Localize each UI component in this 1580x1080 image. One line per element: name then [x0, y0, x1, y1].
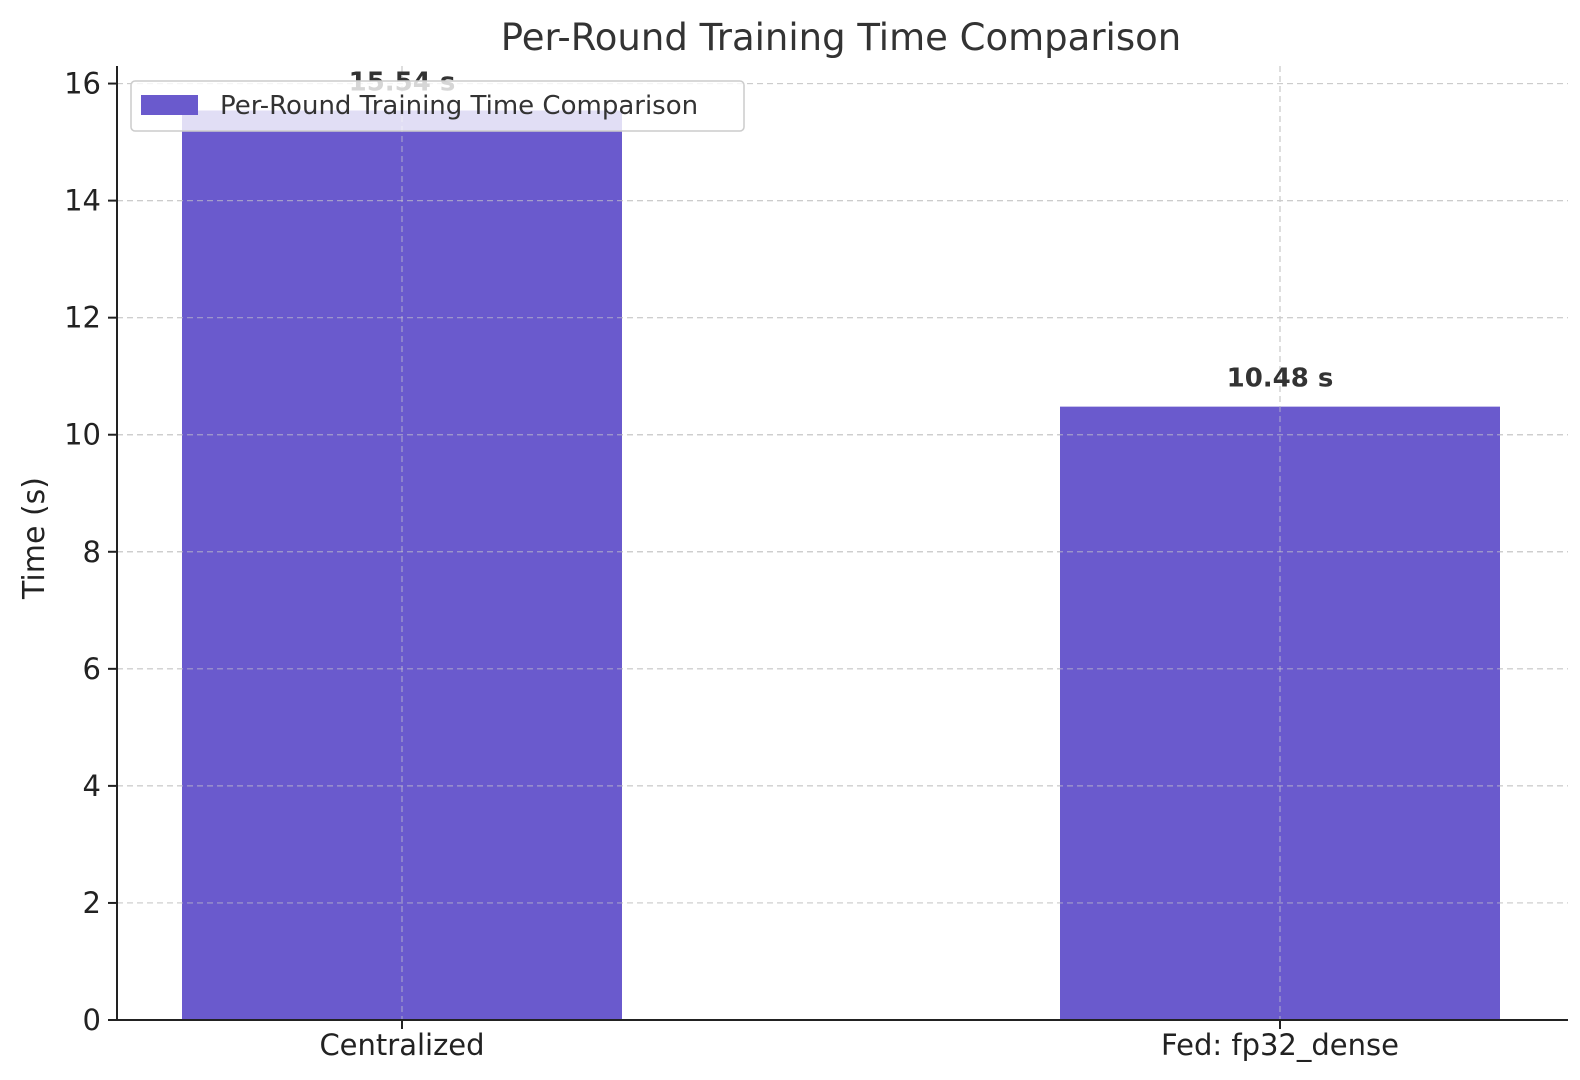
x-axis-ticks: Centralized Fed: fp32_dense	[319, 1020, 1399, 1062]
legend: Per-Round Training Time Comparison	[130, 80, 745, 132]
chart-title: Per-Round Training Time Comparison	[501, 16, 1181, 59]
y-axis-ticks: 0 2 4 6 8 10 12 14 16	[64, 67, 117, 1037]
x-tick-label: Fed: fp32_dense	[1161, 1028, 1399, 1062]
y-tick-label: 4	[83, 769, 101, 803]
y-tick-label: 0	[83, 1003, 101, 1037]
y-tick-label: 12	[64, 301, 101, 335]
bars	[117, 66, 1568, 1021]
y-axis-label: Time (s)	[17, 477, 52, 600]
bar-value-label: 10.48 s	[1227, 364, 1334, 394]
x-tick-label: Centralized	[319, 1028, 484, 1062]
legend-box	[130, 80, 745, 132]
y-tick-label: 2	[83, 886, 101, 920]
y-tick-label: 6	[83, 652, 101, 686]
y-tick-label: 16	[64, 67, 101, 101]
legend-swatch	[141, 95, 198, 115]
y-tick-label: 8	[83, 535, 101, 569]
y-tick-label: 14	[64, 184, 101, 218]
y-tick-label: 10	[64, 418, 101, 452]
legend-series-name: Per-Round Training Time Comparison	[220, 91, 698, 121]
axes	[116, 66, 1568, 1021]
